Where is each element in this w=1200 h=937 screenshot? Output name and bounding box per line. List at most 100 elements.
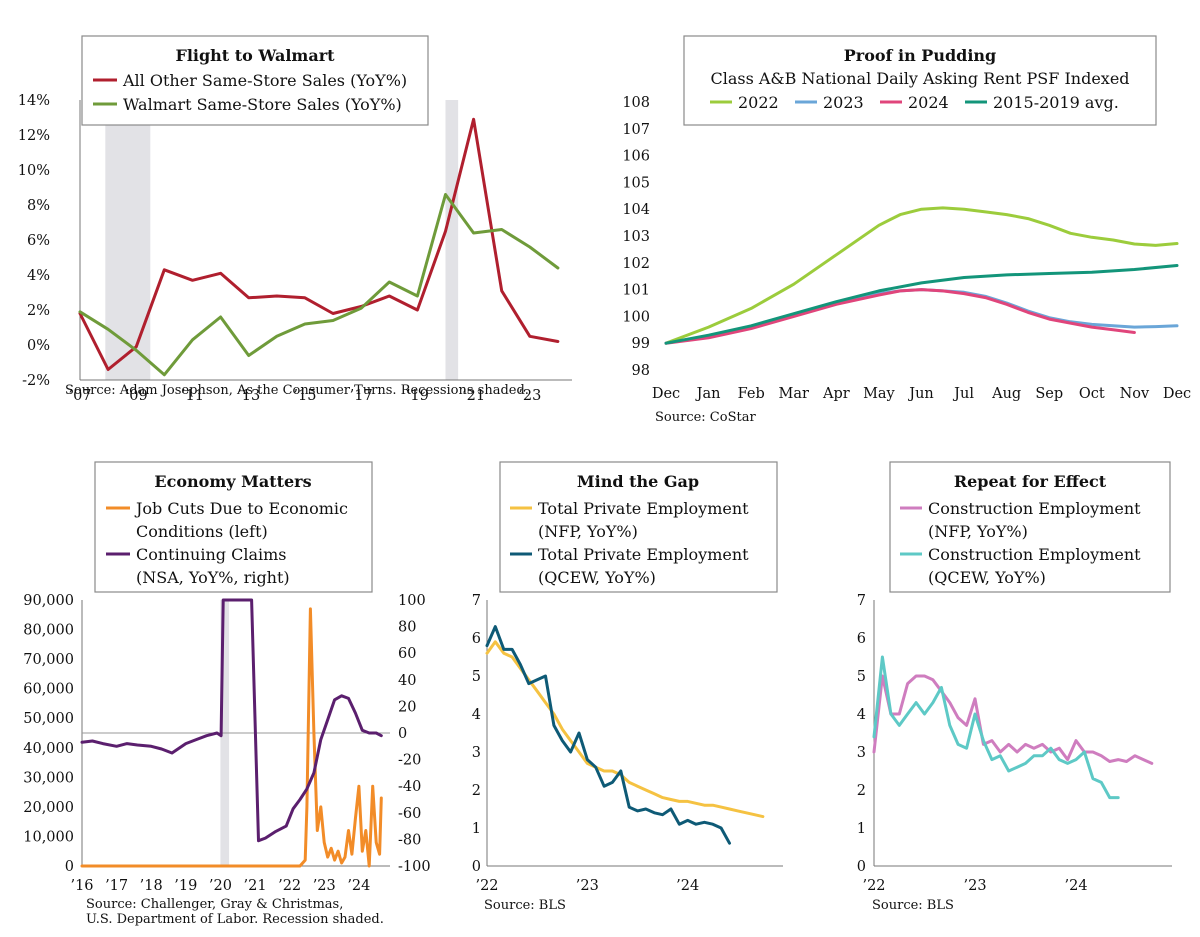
rent-series-line-0	[664, 206, 1179, 345]
rent-chart-subtitle: Class A&B National Daily Asking Rent PSF…	[710, 69, 1129, 88]
rent-y-tick-label: 102	[622, 256, 650, 272]
walmart-x-tick-label: ’17	[350, 388, 373, 404]
construction-chart-title: Repeat for Effect	[954, 472, 1107, 491]
walmart-x-tick-label: ’19	[406, 388, 429, 404]
economy-y-tick-label: 40,000	[23, 741, 74, 757]
economy-series-line-0	[80, 607, 383, 868]
economy-y-right-tick-label: 60	[398, 646, 416, 662]
rent-y-tick-label: 105	[622, 175, 650, 191]
economy-y-tick-label: 80,000	[23, 623, 74, 639]
walmart-source-note: Source: Adam Josephson, As the Consumer …	[65, 383, 529, 398]
walmart-y-tick-label: 4%	[27, 268, 50, 284]
construction-y-tick-label: 1	[857, 821, 866, 837]
rent-series-line-3	[664, 264, 1179, 345]
walmart-y-tick-label: 8%	[27, 198, 50, 214]
walmart-legend-label-other: All Other Same-Store Sales (YoY%)	[122, 71, 407, 90]
construction-legend-label-qcew-2: (QCEW, YoY%)	[928, 568, 1046, 587]
economy-x-tick-label: ’16	[70, 878, 93, 894]
rent-x-tick-label: Jun	[907, 386, 934, 402]
walmart-x-tick-label: ’13	[237, 388, 260, 404]
private-source-note: Source: BLS	[484, 898, 566, 913]
walmart-y-tick-label: 14%	[18, 93, 50, 109]
walmart-recession-band-0	[105, 100, 151, 380]
construction-series-line-0	[872, 674, 1154, 765]
economy-y-tick-label: 70,000	[23, 652, 74, 668]
rent-y-tick-label: 104	[622, 202, 650, 218]
private-legend-label-qcew-2: (QCEW, YoY%)	[538, 568, 656, 587]
economy-source-line-1: Source: Challenger, Gray & Christmas,	[86, 897, 343, 912]
walmart-y-tick-label: 12%	[18, 128, 50, 144]
construction-y-tick-label: 3	[857, 745, 866, 761]
walmart-x-tick-label: ’11	[181, 388, 204, 404]
private-y-tick-label: 3	[472, 745, 481, 761]
rent-series-line-2	[664, 288, 1136, 345]
rent-y-tick-label: 107	[622, 122, 650, 138]
economy-y-right-tick-label: 0	[398, 726, 407, 742]
private-chart-title: Mind the Gap	[577, 472, 699, 491]
construction-x-tick-label: ’24	[1065, 878, 1088, 894]
rent-legend-label-2022: 2022	[738, 93, 779, 112]
rent-x-tick-label: Jan	[695, 386, 721, 402]
private-x-tick-label: ’22	[475, 878, 498, 894]
private-y-tick-label: 2	[472, 783, 481, 799]
private-legend-label-nfp-2: (NFP, YoY%)	[538, 522, 638, 541]
walmart-recession-band-1	[445, 100, 459, 380]
economy-x-tick-label: ’18	[140, 878, 163, 894]
economy-x-tick-label: ’21	[244, 878, 267, 894]
economy-chart-title: Economy Matters	[154, 472, 311, 491]
construction-y-tick-label: 5	[857, 669, 866, 685]
rent-series-line-1	[664, 288, 1179, 345]
walmart-x-tick-label: ’09	[125, 388, 148, 404]
walmart-x-tick-label: ’23	[518, 388, 541, 404]
walmart-y-tick-label: -2%	[22, 373, 50, 389]
rent-y-tick-label: 101	[622, 283, 650, 299]
private-y-tick-label: 7	[472, 593, 481, 609]
economy-y-right-tick-label: -40	[398, 779, 421, 795]
private-y-tick-label: 6	[472, 631, 481, 647]
economy-x-tick-label: ’24	[347, 878, 370, 894]
construction-y-tick-label: 7	[857, 593, 866, 609]
economy-y-right-tick-label: 100	[398, 593, 426, 609]
construction-y-tick-label: 4	[857, 707, 866, 723]
private-y-tick-label: 4	[472, 707, 481, 723]
construction-x-tick-label: ’22	[862, 878, 885, 894]
economy-x-tick-label: ’20	[209, 878, 232, 894]
construction-source-note: Source: BLS	[872, 898, 954, 913]
rent-x-tick-label: Aug	[991, 386, 1021, 402]
rent-x-tick-label: Dec	[652, 386, 680, 402]
rent-y-tick-label: 108	[622, 95, 650, 111]
private-legend-label-nfp-1: Total Private Employment	[538, 499, 749, 518]
rent-legend-box	[683, 35, 1157, 126]
economy-y-tick-label: 10,000	[23, 829, 74, 845]
economy-y-right-tick-label: 80	[398, 620, 416, 636]
rent-x-tick-label: Jul	[952, 386, 974, 402]
construction-y-tick-label: 2	[857, 783, 866, 799]
economy-y-tick-label: 50,000	[23, 711, 74, 727]
economy-y-tick-label: 60,000	[23, 682, 74, 698]
walmart-chart-panel: 14% 12% 10% 8% 6% 4% 2% 0% -2% ’07 ’09 ’11 ’13 ’15 ’17…	[18, 35, 572, 404]
construction-y-tick-label: 6	[857, 631, 866, 647]
economy-y-right-tick-label: -100	[398, 859, 431, 875]
rent-x-tick-label: Sep	[1035, 386, 1063, 402]
walmart-y-tick-label: 0%	[27, 338, 50, 354]
construction-legend-label-nfp-2: (NFP, YoY%)	[928, 522, 1028, 541]
construction-legend-label-qcew-1: Construction Employment	[928, 545, 1141, 564]
economy-y-right-tick-label: -80	[398, 832, 421, 848]
walmart-x-tick-label: ’21	[462, 388, 485, 404]
private-y-tick-label: 1	[472, 821, 481, 837]
economy-legend-label-jobcuts-2: Conditions (left)	[136, 522, 268, 541]
rent-x-tick-label: Nov	[1120, 386, 1150, 402]
walmart-chart-title: Flight to Walmart	[175, 46, 335, 65]
economy-y-right-tick-label: 40	[398, 673, 416, 689]
economy-legend-label-jobcuts-1: Job Cuts Due to Economic	[134, 499, 348, 518]
construction-employment-chart-panel: 7 6 5 4 3 2 1 0 ’22 ’23 ’24 Repeat for Effect Cons…	[857, 461, 1172, 913]
walmart-legend-box	[81, 35, 429, 126]
walmart-x-tick-label: ’07	[68, 388, 91, 404]
economy-x-tick-label: ’23	[313, 878, 336, 894]
economy-y-right-tick-label: -20	[398, 753, 421, 769]
private-y-tick-label: 0	[472, 859, 481, 875]
rent-legend-label-avg: 2015-2019 avg.	[993, 93, 1119, 112]
economy-y-tick-label: 20,000	[23, 800, 74, 816]
rent-y-tick-label: 103	[622, 229, 650, 245]
construction-series-line-1	[872, 655, 1120, 800]
